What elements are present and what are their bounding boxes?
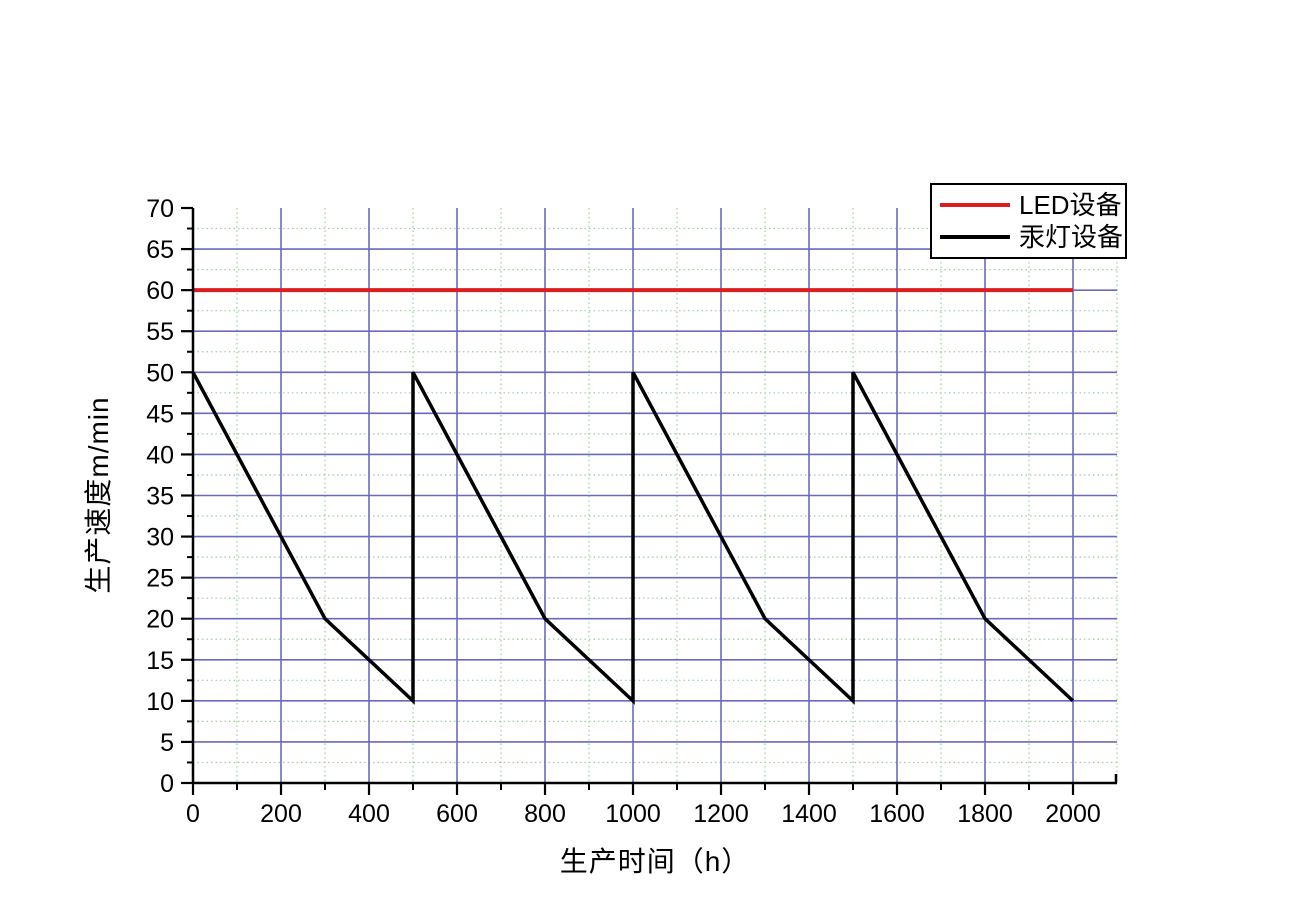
y-tick-label: 30 <box>146 524 174 552</box>
y-tick-label: 60 <box>146 277 174 305</box>
x-tick-label: 200 <box>260 800 302 828</box>
x-axis-title: 生产时间（h） <box>559 846 751 877</box>
y-tick-label: 45 <box>146 400 174 428</box>
led-series-swatch <box>940 203 1010 208</box>
legend: LED设备 汞灯设备 <box>930 183 1127 259</box>
series-line-1 <box>191 371 1075 705</box>
legend-label-led: LED设备 <box>1019 190 1122 221</box>
x-tick-label: 1800 <box>957 800 1013 828</box>
x-tick-label: 1600 <box>869 800 925 828</box>
x-tick-label: 400 <box>348 800 390 828</box>
y-tick-label: 0 <box>160 770 174 798</box>
x-tick-label: 1400 <box>781 800 837 828</box>
legend-label-mercury: 汞灯设备 <box>1019 221 1124 252</box>
x-tick-label: 2000 <box>1045 800 1101 828</box>
y-tick-label: 50 <box>146 359 174 387</box>
legend-entry-led: LED设备 <box>940 192 1122 218</box>
major-grid <box>193 208 1117 783</box>
x-tick-label: 1000 <box>605 800 661 828</box>
y-tick-label: 65 <box>146 236 174 264</box>
x-tick-label: 600 <box>436 800 478 828</box>
x-tick-label: 800 <box>524 800 566 828</box>
y-tick-label: 25 <box>146 565 174 593</box>
legend-entry-mercury: 汞灯设备 <box>940 224 1123 250</box>
y-tick-label: 35 <box>146 483 174 511</box>
y-tick-label: 70 <box>146 195 174 223</box>
y-tick-label: 10 <box>146 688 174 716</box>
y-tick-label: 15 <box>146 647 174 675</box>
x-tick-label: 0 <box>186 800 200 828</box>
y-tick-label: 5 <box>160 729 174 757</box>
series <box>191 288 1075 705</box>
y-tick-label: 40 <box>146 441 174 469</box>
y-axis-title: 生产速度m/min <box>83 396 114 594</box>
y-tick-label: 20 <box>146 606 174 634</box>
mercury-series-swatch <box>940 234 1010 239</box>
y-tick-label: 55 <box>146 318 174 346</box>
x-tick-label: 1200 <box>693 800 749 828</box>
ticks: 0 5 10 15 20 25 30 35 40 45 50 55 60 65 70 0 200 400 600 80… <box>146 195 1101 828</box>
